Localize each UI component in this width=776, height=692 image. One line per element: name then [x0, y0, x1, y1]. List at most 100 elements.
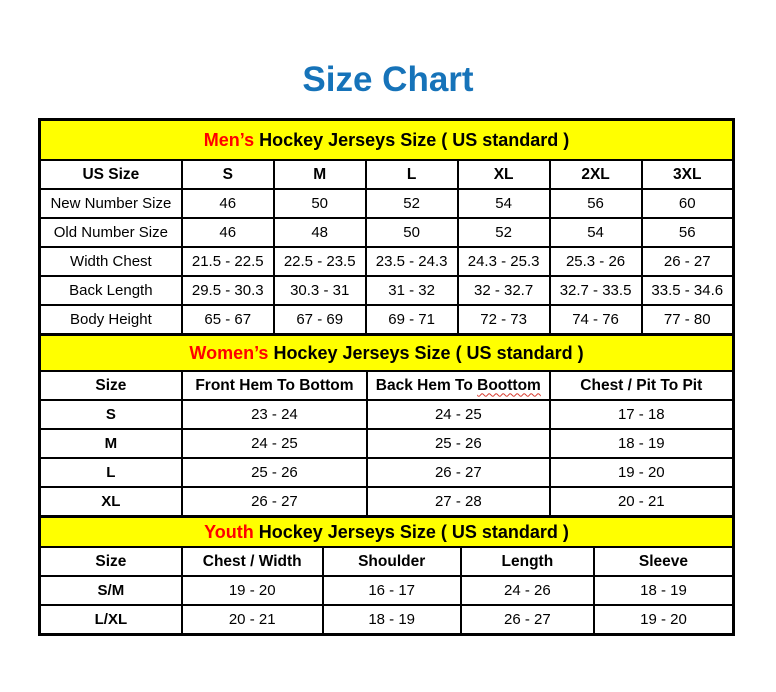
youth-section-title: Hockey Jerseys Size ( US standard ): [253, 521, 569, 542]
data-cell: 16 - 17: [321, 575, 462, 606]
data-cell: 33.5 - 34.6: [640, 275, 735, 306]
data-cell: 22.5 - 23.5: [272, 246, 367, 277]
data-cell: 54: [456, 188, 551, 219]
data-cell: 23 - 24: [180, 399, 369, 430]
data-cell: 19 - 20: [548, 457, 735, 488]
womens-section-header: Women’s Hockey Jerseys Size ( US standar…: [38, 333, 735, 372]
data-cell: 19 - 20: [180, 575, 324, 606]
womens-section-title: Hockey Jerseys Size ( US standard ): [268, 342, 584, 363]
data-cell: 24 - 25: [366, 399, 551, 430]
header-cell: S: [180, 159, 275, 190]
table-row: Size Chest / Width Shoulder Length Sleev…: [38, 546, 735, 577]
row-label: Old Number Size: [38, 217, 183, 248]
row-label: Back Length: [38, 275, 183, 306]
mens-section-highlight: Men’s: [203, 129, 255, 150]
misspelled-word: Boottom: [477, 376, 541, 394]
table-row: Width Chest 21.5 - 22.5 22.5 - 23.5 23.5…: [38, 246, 735, 277]
table-row: Women’s Hockey Jerseys Size ( US standar…: [38, 333, 735, 372]
header-cell: Sleeve: [592, 546, 735, 577]
size-chart-tables: Men’s Hockey Jerseys Size ( US standard …: [38, 118, 735, 636]
table-row: Men’s Hockey Jerseys Size ( US standard …: [38, 118, 735, 161]
header-cell: Chest / Width: [180, 546, 324, 577]
data-cell: 69 - 71: [364, 304, 459, 336]
header-cell: XL: [456, 159, 551, 190]
youth-size-table: Youth Hockey Jerseys Size ( US standard …: [38, 515, 735, 636]
data-cell: 25.3 - 26: [548, 246, 643, 277]
data-cell: 56: [640, 217, 735, 248]
row-label: New Number Size: [38, 188, 183, 219]
data-cell: 24 - 26: [459, 575, 595, 606]
data-cell: 26 - 27: [640, 246, 735, 277]
data-cell: 25 - 26: [366, 428, 551, 459]
mens-section-title: Hockey Jerseys Size ( US standard ): [254, 129, 570, 150]
table-row: Body Height 65 - 67 67 - 69 69 - 71 72 -…: [38, 304, 735, 336]
data-cell: 52: [364, 188, 459, 219]
data-cell: 65 - 67: [180, 304, 275, 336]
header-cell: 3XL: [640, 159, 735, 190]
data-cell: 18 - 19: [548, 428, 735, 459]
data-cell: 25 - 26: [180, 457, 369, 488]
data-cell: 24.3 - 25.3: [456, 246, 551, 277]
table-row: L 25 - 26 26 - 27 19 - 20: [38, 457, 735, 488]
header-cell: Size: [38, 546, 183, 577]
data-cell: 46: [180, 217, 275, 248]
data-cell: 50: [364, 217, 459, 248]
header-cell: M: [272, 159, 367, 190]
data-cell: 19 - 20: [592, 604, 735, 636]
mens-section-header: Men’s Hockey Jerseys Size ( US standard …: [38, 118, 735, 161]
data-cell: 26 - 27: [180, 486, 369, 518]
table-row: Old Number Size 46 48 50 52 54 56: [38, 217, 735, 248]
data-cell: 54: [548, 217, 643, 248]
table-row: New Number Size 46 50 52 54 56 60: [38, 188, 735, 219]
data-cell: 20 - 21: [180, 604, 324, 636]
row-label: Width Chest: [38, 246, 183, 277]
data-cell: 77 - 80: [640, 304, 735, 336]
data-cell: 74 - 76: [548, 304, 643, 336]
row-label: S/M: [38, 575, 183, 606]
row-label: Body Height: [38, 304, 183, 336]
data-cell: 60: [640, 188, 735, 219]
header-cell: L: [364, 159, 459, 190]
row-label: L/XL: [38, 604, 183, 636]
data-cell: 23.5 - 24.3: [364, 246, 459, 277]
data-cell: 26 - 27: [459, 604, 595, 636]
data-cell: 21.5 - 22.5: [180, 246, 275, 277]
header-cell: Back Hem To Boottom: [366, 370, 551, 401]
data-cell: 67 - 69: [272, 304, 367, 336]
page-title: Size Chart: [302, 60, 474, 99]
header-cell: Chest / Pit To Pit: [548, 370, 735, 401]
table-row: Size Front Hem To Bottom Back Hem To Boo…: [38, 370, 735, 401]
data-cell: 17 - 18: [548, 399, 735, 430]
data-cell: 32.7 - 33.5: [548, 275, 643, 306]
table-row: L/XL 20 - 21 18 - 19 26 - 27 19 - 20: [38, 604, 735, 636]
data-cell: 18 - 19: [321, 604, 462, 636]
youth-section-highlight: Youth: [204, 521, 254, 542]
mens-size-table: Men’s Hockey Jerseys Size ( US standard …: [38, 118, 735, 336]
header-cell: Shoulder: [321, 546, 462, 577]
table-row: US Size S M L XL 2XL 3XL: [38, 159, 735, 190]
data-cell: 46: [180, 188, 275, 219]
table-row: Back Length 29.5 - 30.3 30.3 - 31 31 - 3…: [38, 275, 735, 306]
table-row: M 24 - 25 25 - 26 18 - 19: [38, 428, 735, 459]
row-label: XL: [38, 486, 183, 518]
data-cell: 18 - 19: [592, 575, 735, 606]
header-cell: Length: [459, 546, 595, 577]
table-row: S/M 19 - 20 16 - 17 24 - 26 18 - 19: [38, 575, 735, 606]
data-cell: 24 - 25: [180, 428, 369, 459]
table-row: S 23 - 24 24 - 25 17 - 18: [38, 399, 735, 430]
data-cell: 56: [548, 188, 643, 219]
table-row: Youth Hockey Jerseys Size ( US standard …: [38, 515, 735, 548]
data-cell: 48: [272, 217, 367, 248]
data-cell: 32 - 32.7: [456, 275, 551, 306]
womens-section-highlight: Women’s: [189, 342, 269, 363]
row-label: L: [38, 457, 183, 488]
table-row: XL 26 - 27 27 - 28 20 - 21: [38, 486, 735, 518]
data-cell: 20 - 21: [548, 486, 735, 518]
womens-size-table: Women’s Hockey Jerseys Size ( US standar…: [38, 333, 735, 518]
data-cell: 27 - 28: [366, 486, 551, 518]
data-cell: 31 - 32: [364, 275, 459, 306]
data-cell: 29.5 - 30.3: [180, 275, 275, 306]
header-cell-text: Back Hem To: [375, 376, 478, 394]
data-cell: 30.3 - 31: [272, 275, 367, 306]
